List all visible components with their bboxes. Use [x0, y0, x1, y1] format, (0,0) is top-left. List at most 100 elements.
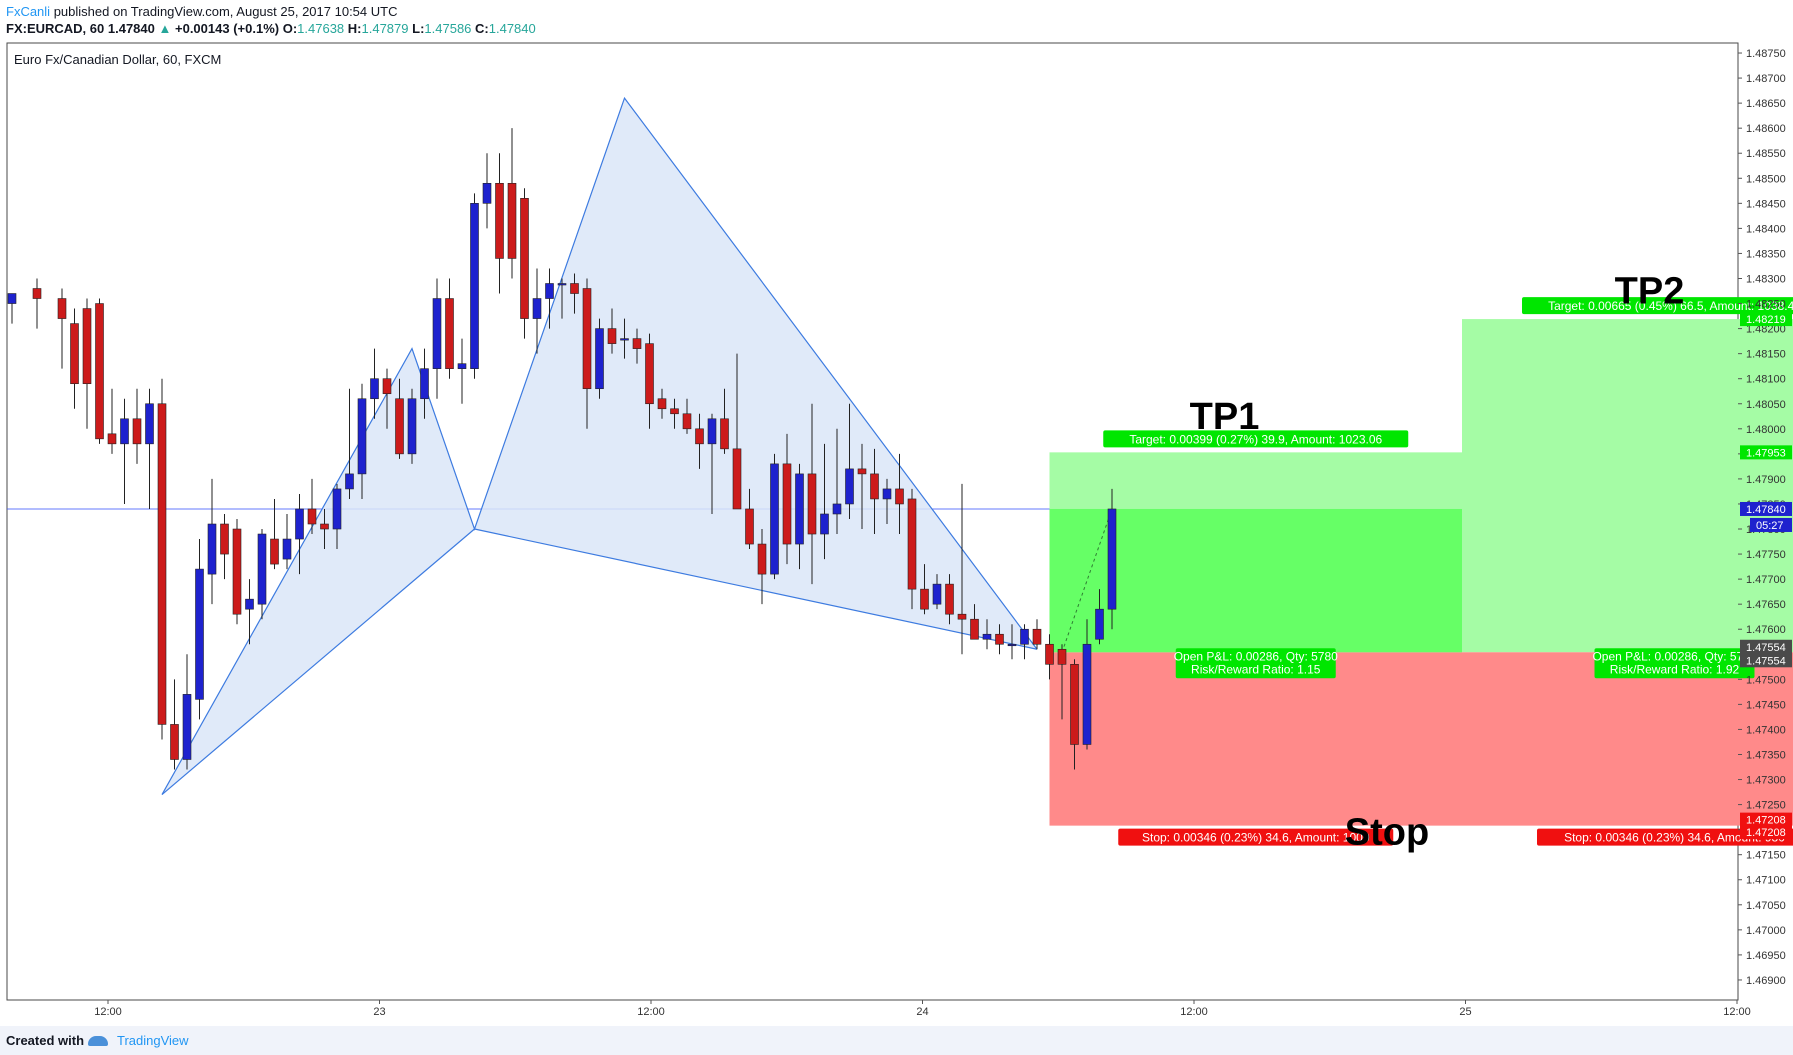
position-tools: [1049, 319, 1793, 826]
annotation-stop: Stop: [1345, 812, 1429, 854]
author-link[interactable]: FxCanli: [6, 4, 51, 19]
publish-line: FxCanli published on TradingView.com, Au…: [6, 4, 397, 19]
y-tick-label: 1.47450: [1746, 699, 1786, 711]
candle-body: [370, 378, 379, 400]
candle-body: [320, 523, 329, 530]
candle-body: [1082, 643, 1092, 745]
candle-body: [895, 488, 904, 505]
price-chart[interactable]: Target: 0.00399 (0.27%) 39.9, Amount: 10…: [0, 0, 1793, 1026]
candle-body: [282, 538, 292, 560]
y-tick-label: 1.48550: [1746, 148, 1786, 160]
high-value: 1.47879: [361, 21, 409, 36]
price-tag: [1740, 312, 1792, 327]
candle-body: [657, 398, 667, 410]
current-price-text: 1.47840: [1746, 504, 1786, 516]
y-tick-label: 1.48450: [1746, 198, 1786, 210]
target-label-1: Target: 0.00665 (0.45%) 66.5, Amount: 10…: [1522, 297, 1793, 315]
pnl-text: Open P&L: 0.00286, Qty: 5780: [1592, 649, 1756, 663]
y-tick-label: 1.47350: [1746, 749, 1786, 761]
candle-body: [1070, 663, 1079, 745]
entry-progress-line: [1061, 508, 1113, 653]
open-value: 1.47638: [297, 21, 345, 36]
candle-body: [357, 398, 367, 475]
x-tick-label: 12:00: [94, 1006, 122, 1018]
y-tick-label: 1.47000: [1746, 925, 1786, 937]
candle-body: [732, 448, 742, 510]
x-tick-label: 24: [916, 1006, 928, 1018]
y-tick-label: 1.47300: [1746, 775, 1786, 787]
y-tick-label: 1.47100: [1746, 875, 1786, 887]
symbol-info: FX:EURCAD, 60: [6, 21, 105, 36]
candle-body: [520, 198, 529, 319]
candle-body: [220, 523, 229, 555]
candle-body: [420, 368, 429, 400]
countdown-text: 05:27: [1756, 520, 1784, 532]
y-tick-label: 1.47650: [1746, 599, 1786, 611]
price-tag-text: 1.47554: [1746, 642, 1786, 654]
low-label: L:: [412, 21, 425, 36]
open-label: O:: [282, 21, 298, 36]
candle-body: [7, 293, 17, 304]
x-tick-label: 25: [1459, 1006, 1471, 1018]
y-tick-label: 1.47050: [1746, 900, 1786, 912]
candle-body: [532, 298, 542, 319]
y-tick-label: 1.47600: [1746, 624, 1786, 636]
pattern-xb-line: [161, 528, 475, 796]
rr-text: Risk/Reward Ratio: 1.92: [1610, 662, 1740, 676]
created-with-label: Created with: [6, 1033, 85, 1048]
y-tick-label: 1.48350: [1746, 248, 1786, 260]
annotation-tp2: TP2: [1615, 271, 1685, 313]
candle-body: [107, 433, 117, 445]
candle-body: [395, 398, 404, 455]
tradingview-brand[interactable]: TradingView: [117, 1033, 189, 1048]
pattern-triangle-1: [474, 98, 1037, 650]
price-tag-text: 1.47953: [1746, 447, 1786, 459]
candle-body: [295, 508, 304, 540]
candle-body: [332, 488, 342, 530]
price-tag: [1740, 653, 1792, 668]
candle-body: [745, 508, 754, 545]
price-tag: [1740, 639, 1792, 654]
candle-body: [307, 508, 317, 525]
candle-body: [432, 298, 442, 369]
candle-body: [932, 583, 942, 605]
close-value: 1.47840: [488, 21, 536, 36]
candle-body: [57, 298, 67, 319]
y-tick-label: 1.47250: [1746, 800, 1786, 812]
candle-body: [95, 303, 104, 440]
candle-body: [582, 288, 592, 390]
candle-body: [695, 428, 704, 445]
close-label: C:: [475, 21, 489, 36]
low-value: 1.47586: [424, 21, 472, 36]
candle-body: [232, 528, 242, 615]
candle-body: [32, 288, 42, 299]
candle-body: [1020, 628, 1029, 645]
candle-body: [595, 328, 604, 390]
pattern-triangle-0: [162, 348, 475, 795]
candle-body: [495, 182, 504, 259]
loss-zone-0: [1049, 652, 1462, 826]
y-tick-label: 1.48650: [1746, 98, 1786, 110]
badge-text: Target: 0.00665 (0.45%) 66.5, Amount: 10…: [1548, 299, 1793, 313]
candle-body: [982, 633, 992, 640]
candle-body: [407, 398, 417, 455]
candle-body: [707, 418, 717, 445]
x-tick-label: 23: [373, 1006, 385, 1018]
badge-text: Target: 0.00399 (0.27%) 39.9, Amount: 10…: [1129, 432, 1382, 446]
open-profit-zone: [1049, 508, 1462, 653]
candle-body: [1107, 508, 1117, 610]
candle-body: [257, 533, 267, 605]
candle-body: [145, 403, 154, 445]
candle-body: [507, 182, 517, 259]
price-tag-text: 1.47208: [1746, 827, 1786, 839]
candle-body: [482, 182, 492, 204]
loss-zone-1: [1462, 652, 1793, 826]
price-tag-text: 1.47554: [1746, 655, 1786, 667]
y-tick-label: 1.48400: [1746, 223, 1786, 235]
price-tag: [1740, 812, 1792, 827]
candle-body: [870, 473, 879, 500]
countdown-tag: [1750, 517, 1792, 532]
rr-text: Risk/Reward Ratio: 1.15: [1191, 662, 1321, 676]
y-tick-label: 1.48000: [1746, 424, 1786, 436]
candle-body: [120, 418, 129, 445]
